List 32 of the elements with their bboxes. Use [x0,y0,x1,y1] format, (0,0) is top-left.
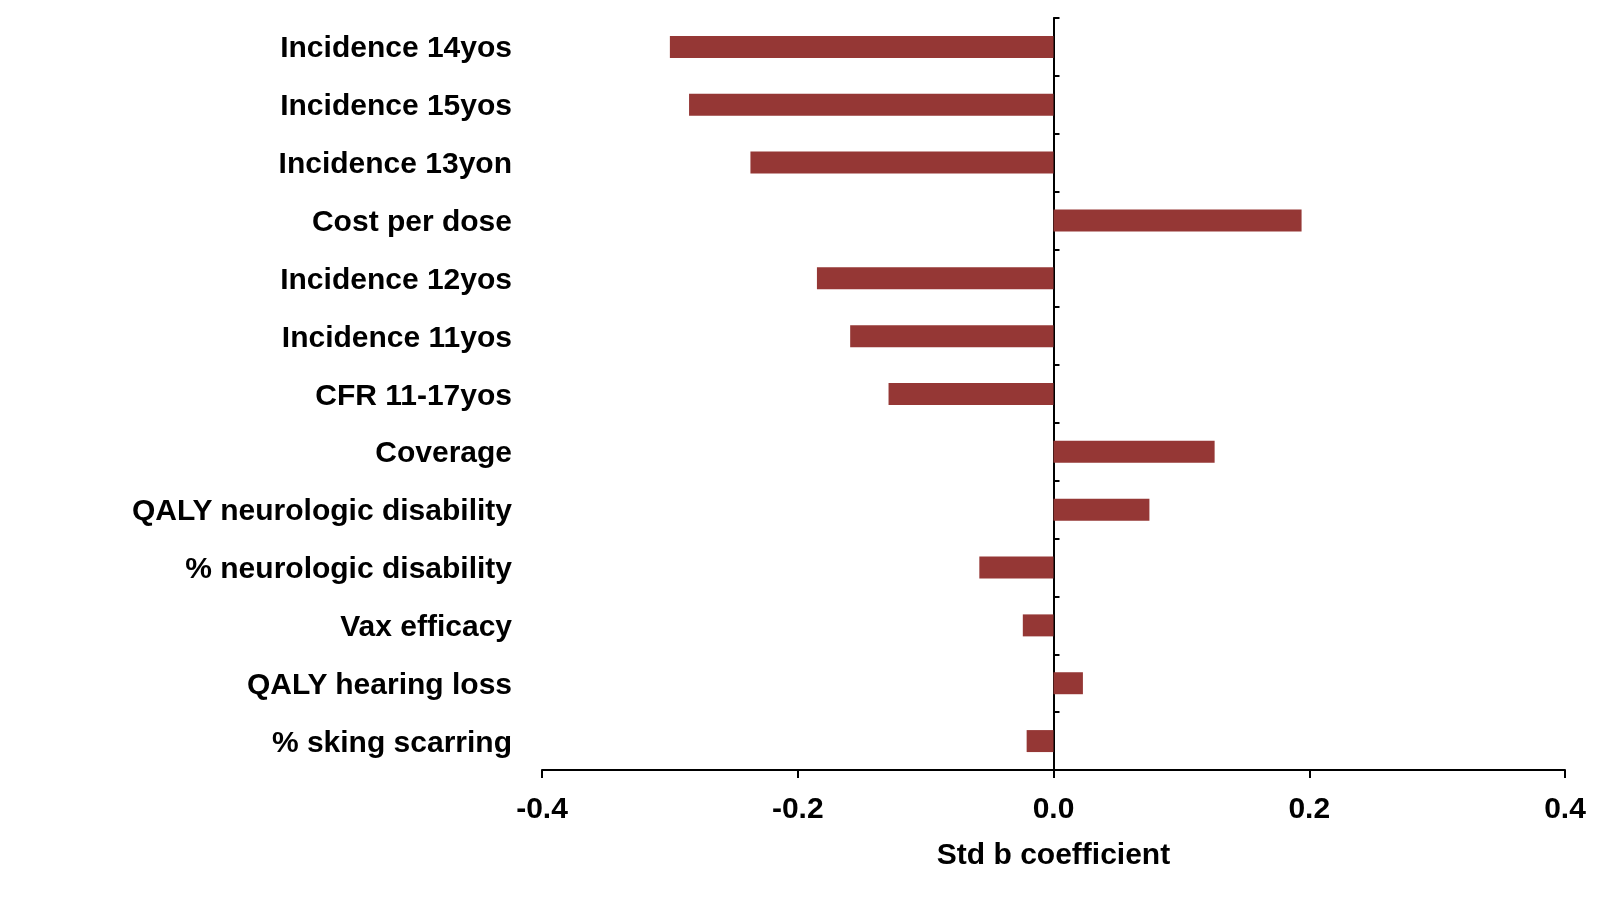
bar [689,93,1054,116]
y-tick-label: CFR 11-17yos [315,377,512,411]
y-tick-label: Incidence 12yos [280,261,512,295]
bar [669,35,1054,58]
x-tick-label: 0.0 [1032,790,1075,824]
bar [1053,672,1083,695]
bar [979,556,1054,579]
bar [1053,498,1150,521]
x-tick-label: -0.2 [771,790,824,824]
bar [888,383,1054,405]
x-tick-label: 0.2 [1288,790,1331,824]
y-tick-label: % neurologic disability [185,551,513,585]
y-tick-label: Incidence 11yos [281,319,512,353]
y-tick-label: Incidence 13yon [278,146,512,180]
bar [850,325,1054,348]
bar [1053,209,1302,232]
y-tick-label: % sking scarring [271,724,512,758]
x-axis-title: Std b coefficient [936,836,1171,870]
y-tick-label: Coverage [375,435,512,469]
y-tick-label: Vax efficacy [340,608,513,642]
y-tick-label: QALY hearing loss [246,666,512,700]
bar [1026,730,1054,753]
bar [750,151,1054,174]
y-tick-label: Incidence 14yos [280,30,512,64]
x-tick-label: -0.4 [516,790,569,824]
bar [816,267,1054,290]
x-tick-label: 0.4 [1544,790,1587,824]
y-tick-label: Cost per dose [311,203,512,237]
bar [1053,440,1215,463]
y-tick-label: QALY neurologic disability [131,493,513,527]
y-tick-label: Incidence 15yos [280,88,512,122]
bar [1022,614,1054,637]
